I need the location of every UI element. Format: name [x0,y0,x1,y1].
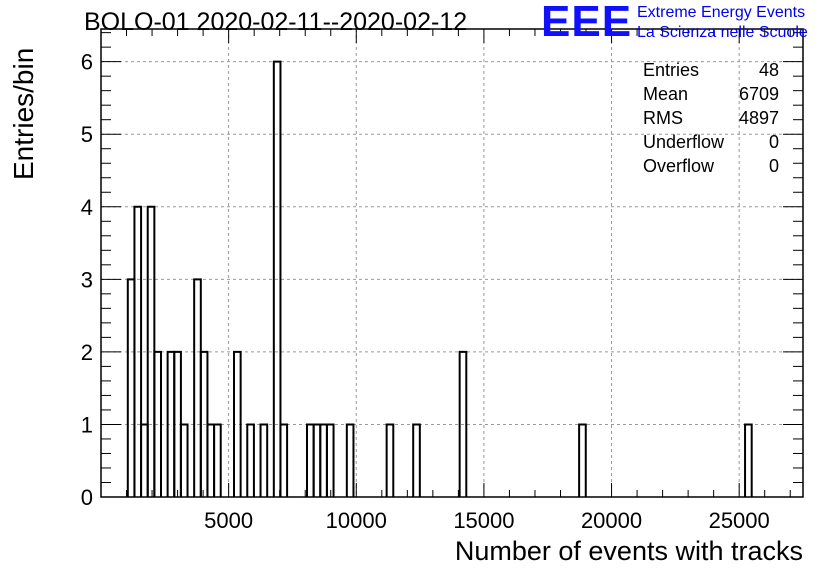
histogram-bin [279,423,289,497]
stats-value: 48 [758,60,779,80]
histogram-bin [458,350,468,497]
histogram-bin [345,423,355,497]
histogram-bin [412,423,421,497]
logo-line-1: Extreme Energy Events [637,4,806,21]
tick-labels: 5000 10000 15000 20000 25000 0 1 2 3 4 5 6 [81,50,770,533]
y-tick-label: 2 [81,340,93,365]
stats-row-underflow: Underflow 0 [643,132,779,156]
plot-frame [100,28,804,498]
stats-row-rms: RMS 4897 [643,108,779,132]
x-tick-label: 25000 [709,508,770,533]
x-axis-label: Number of events with tracks [454,536,803,566]
x-tick-label: 20000 [581,508,642,533]
histogram-bin [179,423,189,497]
histogram-bin [232,350,242,497]
histogram-bin [272,60,282,497]
y-axis-label: Entries/bin [8,47,39,180]
stats-label: Entries [643,60,700,80]
y-tick-label: 0 [81,485,93,510]
histogram-bin [744,423,753,497]
stats-label: Overflow [643,156,715,176]
axis-ticks [101,29,803,498]
logo-text: Extreme Energy Events La Scienza nelle S… [637,3,808,43]
histogram-bin [246,423,255,497]
y-tick-label: 3 [81,267,93,292]
y-tick-label: 5 [81,122,93,147]
x-tick-label: 5000 [204,508,253,533]
histogram-bin [325,423,335,497]
stats-value: 6709 [738,84,779,104]
stats-box: Entries 48 Mean 6709 RMS 4897 Underflow … [643,60,779,180]
stats-label: RMS [643,108,683,128]
y-tick-label: 4 [81,195,93,220]
histogram-bin [213,423,222,497]
stats-value: 0 [768,132,779,152]
stats-label: Mean [643,84,689,104]
stats-label: Underflow [643,132,725,152]
histogram-bin [385,423,395,497]
x-tick-label: 15000 [453,508,514,533]
stats-value: 0 [768,156,779,176]
stats-value: 4897 [738,108,779,128]
stats-row-entries: Entries 48 [643,60,779,84]
histogram-bin [133,205,143,497]
histogram-bins [126,60,753,497]
eee-logo: EEE [541,0,633,46]
chart-title: BOLO-01 2020-02-11--2020-02-12 [84,8,468,36]
logo-line-2: La Scienza nelle Scuole [637,24,808,41]
histogram-bin [259,423,269,497]
y-tick-label: 1 [81,412,93,437]
histogram-bin [153,350,162,497]
stats-row-mean: Mean 6709 [643,84,779,108]
histogram-bin [578,423,587,497]
y-tick-label: 6 [81,50,93,75]
x-tick-label: 10000 [326,508,387,533]
stats-row-overflow: Overflow 0 [643,156,779,180]
